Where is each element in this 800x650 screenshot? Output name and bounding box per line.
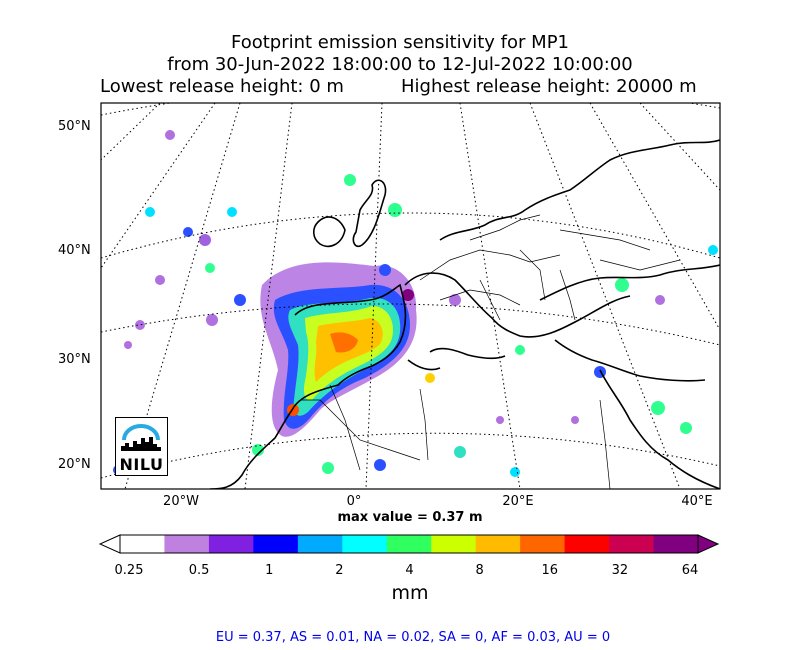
colorbar-tick-label: 4: [405, 563, 414, 578]
coastlines: [209, 139, 720, 489]
colorbar-segment: [342, 535, 388, 553]
colorbar-segment: [431, 535, 477, 553]
colorbar-segment: [520, 535, 566, 553]
lon-label-0: 0°: [346, 494, 362, 509]
map-area: [101, 103, 720, 489]
colorbar-segment: [386, 535, 432, 553]
map-frame: [100, 102, 721, 490]
colorbar-segments: [120, 535, 699, 553]
colorbar-segment: [164, 535, 210, 553]
nilu-logo: NILU: [115, 417, 168, 476]
lowest-release-height: Lowest release height: 0 m: [100, 76, 344, 97]
colorbar-tick-label: 0.5: [188, 563, 210, 578]
colorbar-tick-label: 8: [475, 563, 484, 578]
colorbar-tick-label: 0.25: [114, 563, 144, 578]
colorbar-unit: mm: [391, 582, 429, 604]
lon-label-40e: 40°E: [681, 494, 713, 509]
title-line-3: Lowest release height: 0 m: [100, 76, 344, 98]
nilu-logo-icon: [121, 424, 161, 451]
highest-release-height: Highest release height: 20000 m: [401, 76, 697, 97]
country-borders: [300, 214, 681, 489]
colorbar-lower-extend: [98, 534, 121, 554]
region-stats: EU = 0.37, AS = 0.01, NA = 0.02, SA = 0,…: [215, 630, 611, 645]
colorbar-segment: [208, 535, 254, 553]
title-line-3-right: Highest release height: 20000 m: [401, 76, 697, 98]
colorbar-segment: [475, 535, 521, 553]
graticule: [101, 103, 720, 489]
lat-label-40n: 40°N: [58, 243, 91, 258]
title-line-2: from 30-Jun-2022 18:00:00 to 12-Jul-2022…: [167, 54, 633, 75]
colorbar-frame: [119, 534, 699, 554]
lat-label-20n: 20°N: [58, 457, 91, 472]
colorbar-segment: [297, 535, 343, 553]
lat-label-30n: 30°N: [58, 352, 91, 367]
max-value: max value = 0.37 m: [337, 510, 483, 525]
colorbar-tick-label: 16: [541, 563, 559, 578]
colorbar-tick-label: 32: [611, 563, 629, 578]
lon-label-20w: 20°W: [163, 494, 199, 509]
colorbar: [98, 534, 720, 554]
colorbar-segment: [120, 535, 166, 553]
nilu-logo-text: NILU: [119, 455, 164, 474]
colorbar-segment: [653, 535, 699, 553]
footprint-field: [113, 130, 718, 477]
colorbar-tick-label: 2: [335, 563, 344, 578]
colorbar-segment: [253, 535, 299, 553]
colorbar-segment: [564, 535, 610, 553]
lat-label-50n: 50°N: [58, 119, 91, 134]
colorbar-tick-label: 64: [681, 563, 699, 578]
colorbar-segment: [609, 535, 655, 553]
title-line-1: Footprint emission sensitivity for MP1: [230, 32, 569, 53]
lon-label-20e: 20°E: [502, 494, 534, 509]
colorbar-tick-label: 1: [265, 563, 274, 578]
colorbar-upper-extend: [697, 534, 720, 554]
